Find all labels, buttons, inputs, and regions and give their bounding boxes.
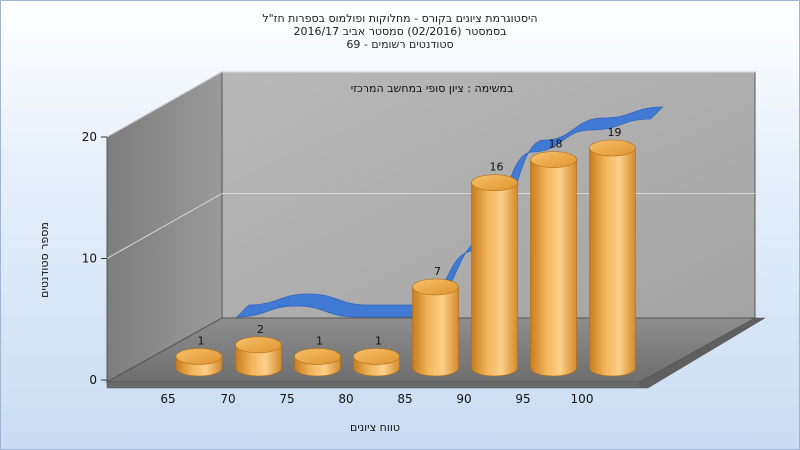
bar-top (471, 174, 518, 192)
x-ticks-group: 65 70 75 80 85 90 95 100 (160, 392, 593, 406)
data-label: 1 (198, 334, 205, 347)
gridline-side (106, 193, 223, 259)
bar-top (530, 151, 577, 168)
bar (353, 348, 400, 377)
bar-top (412, 278, 459, 296)
bars-group (175, 139, 636, 377)
bar-body (589, 147, 636, 377)
gridline-side (106, 71, 223, 138)
y-tick-label: 0 (89, 373, 97, 387)
chart-title-line-2: בסמסטר (02/2016) סמסטר אביב 2016/17 (293, 25, 507, 38)
bar-body (412, 286, 459, 377)
bar (175, 348, 223, 377)
x-tick-label: 65 (160, 392, 175, 406)
x-axis-label: טווח ציונים (350, 421, 400, 434)
data-label: 16 (490, 161, 504, 174)
data-label: 18 (549, 138, 563, 151)
bar-top (235, 336, 282, 354)
bar (412, 278, 459, 377)
bar-top (353, 348, 400, 365)
y-ticks-group: 0 10 20 (82, 130, 107, 387)
x-tick-label: 80 (338, 392, 353, 406)
bar-body (235, 344, 282, 377)
bar (530, 151, 577, 377)
data-label: 2 (257, 323, 264, 336)
y-tick-label: 20 (82, 130, 97, 144)
bar-body (530, 159, 577, 377)
bar (589, 139, 636, 377)
x-tick-label: 100 (571, 392, 594, 406)
bar-top (589, 139, 636, 157)
bar (235, 336, 282, 377)
y-tick-label: 10 (82, 252, 97, 266)
x-tick-label: 95 (515, 392, 530, 406)
x-tick-label: 75 (279, 392, 294, 406)
x-tick-label: 85 (397, 392, 412, 406)
bar-body (471, 182, 518, 377)
x-tick-label: 90 (456, 392, 471, 406)
floor-right-edge (639, 317, 766, 389)
data-label: 7 (434, 265, 441, 278)
y-axis-label: מספר סטודנטים (38, 222, 51, 298)
floor-front-edge (106, 381, 641, 389)
bar (294, 348, 341, 377)
bar (471, 174, 518, 377)
bar-top (175, 348, 223, 365)
chart-title-line-3: סטודנטים רשומים - 69 (346, 38, 454, 51)
data-label: 1 (316, 334, 323, 347)
bar-top (294, 348, 341, 365)
x-tick-label: 70 (220, 392, 235, 406)
data-labels-group: 1 2 1 1 7 16 18 19 (198, 126, 622, 347)
trend-ribbon (236, 106, 664, 318)
chart-annotation: במשימה : ציון סופי במחשב המרכזי (351, 82, 514, 95)
data-label: 1 (375, 334, 382, 347)
data-label: 19 (608, 126, 622, 139)
chart-title-line-1: היסטוגרמת ציונים בקורס - מחלוקות ופולמוס… (262, 12, 538, 25)
